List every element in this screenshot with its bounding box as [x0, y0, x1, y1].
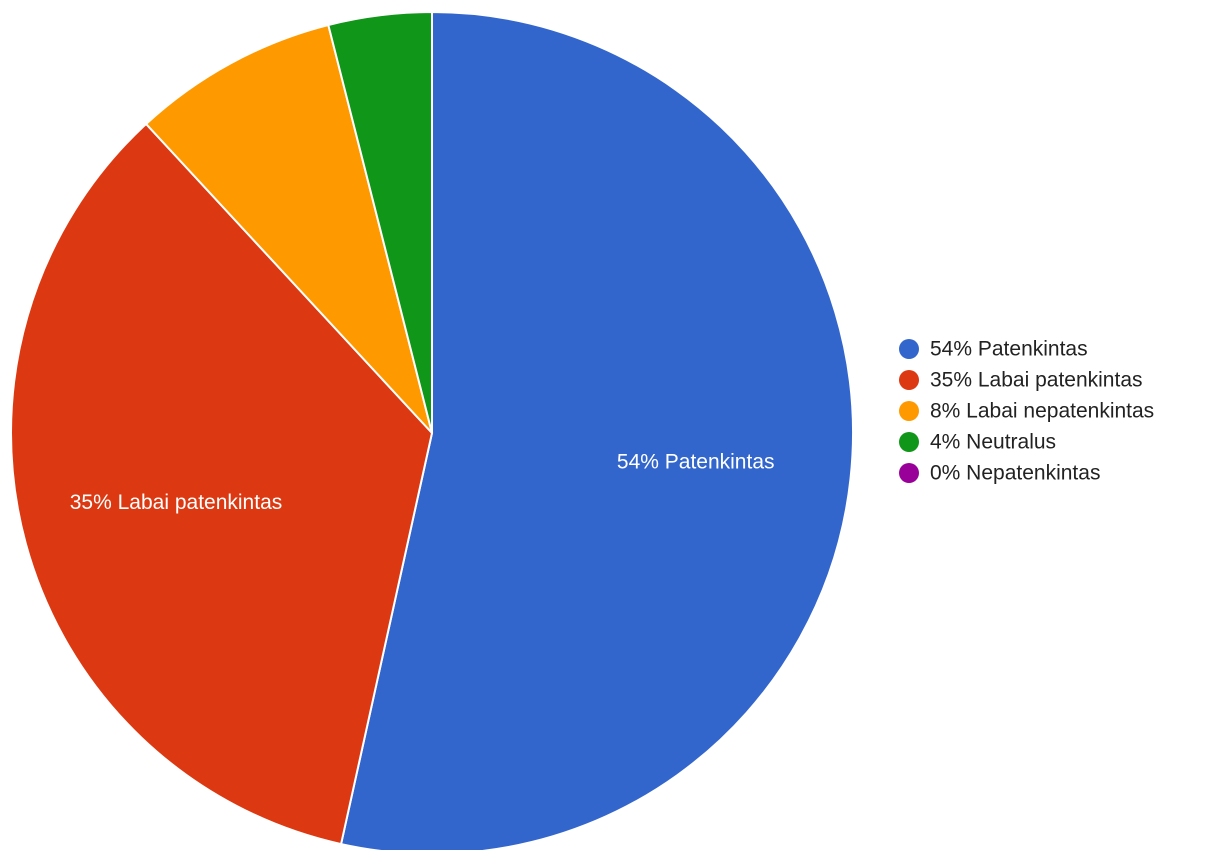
- pie-slice-neutralus: [327, 10, 433, 434]
- legend-swatch: [899, 463, 919, 483]
- slice-label-patenkintas: 54% Patenkintas: [617, 450, 775, 473]
- legend: 54% Patenkintas 35% Labai patenkintas 8% L…: [899, 338, 1154, 485]
- legend-label: 35% Labai patenkintas: [930, 369, 1143, 392]
- legend-swatch: [899, 432, 919, 452]
- pie-slice-labai-patenkintas: [10, 122, 434, 846]
- legend-label: 54% Patenkintas: [930, 338, 1088, 361]
- pie-slice-labai-nepatenkintas: [144, 23, 433, 434]
- legend-item-neutralus[interactable]: 4% Neutralus: [899, 431, 1056, 454]
- legend-label: 4% Neutralus: [930, 431, 1056, 454]
- legend-item-labai-patenkintas[interactable]: 35% Labai patenkintas: [899, 369, 1143, 392]
- legend-item-labai-nepatenkintas[interactable]: 8% Labai nepatenkintas: [899, 400, 1154, 423]
- pie-slices: [10, 10, 854, 850]
- pie-slice-patenkintas: [339, 10, 854, 850]
- legend-label: 8% Labai nepatenkintas: [930, 400, 1154, 423]
- legend-swatch: [899, 339, 919, 359]
- legend-swatch: [899, 401, 919, 421]
- pie-labels: 54% Patenkintas 35% Labai patenkintas: [70, 450, 775, 514]
- legend-swatch: [899, 370, 919, 390]
- slice-label-labai-patenkintas: 35% Labai patenkintas: [70, 491, 283, 514]
- legend-item-nepatenkintas[interactable]: 0% Nepatenkintas: [899, 462, 1100, 485]
- legend-item-patenkintas[interactable]: 54% Patenkintas: [899, 338, 1088, 361]
- legend-label: 0% Nepatenkintas: [930, 462, 1100, 485]
